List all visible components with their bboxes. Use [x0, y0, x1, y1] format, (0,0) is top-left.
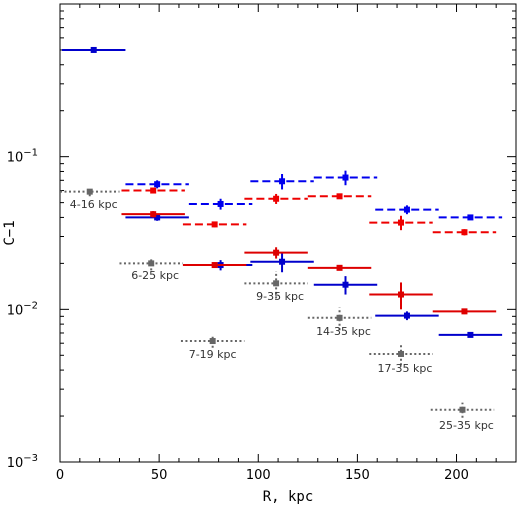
y-tick-label: 10−1	[7, 148, 38, 166]
series-layer	[60, 46, 503, 418]
x-tick-label: 50	[151, 468, 168, 483]
data-point	[342, 174, 349, 181]
range-annotation: 9-35 kpc	[256, 290, 304, 303]
series-0	[61, 46, 503, 338]
data-point	[403, 312, 410, 319]
x-tick-label: 200	[444, 468, 469, 483]
x-tick-label: 0	[56, 468, 64, 483]
range-annotation: 6-25 kpc	[131, 269, 179, 282]
range-annotation: 25-35 kpc	[439, 419, 494, 432]
data-point	[211, 221, 218, 228]
data-point	[150, 187, 157, 194]
data-point	[398, 219, 405, 226]
plot-frame	[59, 3, 517, 463]
series-4	[60, 187, 495, 418]
range-annotation: 4-16 kpc	[70, 198, 118, 211]
y-tick-label: 10−2	[7, 300, 38, 318]
data-point	[150, 211, 157, 218]
data-point	[461, 229, 468, 236]
data-point	[273, 280, 280, 287]
data-point	[336, 314, 343, 321]
x-tick-label: 150	[345, 468, 370, 483]
data-point	[336, 264, 343, 271]
y-tick-label: 10−3	[7, 453, 38, 471]
y-axis-title: C−1	[2, 220, 18, 245]
data-point	[148, 260, 155, 267]
data-point	[279, 258, 286, 265]
range-annotation: 7-19 kpc	[189, 348, 237, 361]
series-1	[125, 170, 503, 221]
data-point	[467, 214, 474, 221]
range-annotation: 17-35 kpc	[378, 362, 433, 375]
data-point	[336, 193, 343, 200]
series-2	[121, 211, 497, 315]
data-point	[342, 281, 349, 288]
data-point	[467, 331, 474, 338]
data-point	[154, 214, 161, 221]
ticks: 0 50 100 150 200 10−3 10−2 10−1	[7, 4, 516, 483]
data-point	[273, 249, 280, 256]
data-point	[279, 178, 286, 185]
series-3	[121, 187, 497, 236]
data-point	[403, 206, 410, 213]
data-point	[211, 262, 218, 269]
data-point	[398, 291, 405, 298]
data-point	[217, 200, 224, 207]
x-tick-label: 100	[246, 468, 271, 483]
x-axis-title: R, kpc	[263, 489, 314, 505]
data-point	[398, 350, 405, 357]
range-annotation: 14-35 kpc	[316, 325, 371, 338]
annotation-layer: 4-16 kpc 6-25 kpc 7-19 kpc 9-35 kpc 14-35 kp…	[70, 198, 494, 432]
data-point	[461, 308, 468, 315]
data-point	[154, 181, 161, 188]
data-point	[90, 46, 97, 53]
data-point	[209, 338, 216, 345]
data-point	[273, 195, 280, 202]
data-point	[86, 188, 93, 195]
data-point	[459, 406, 466, 413]
